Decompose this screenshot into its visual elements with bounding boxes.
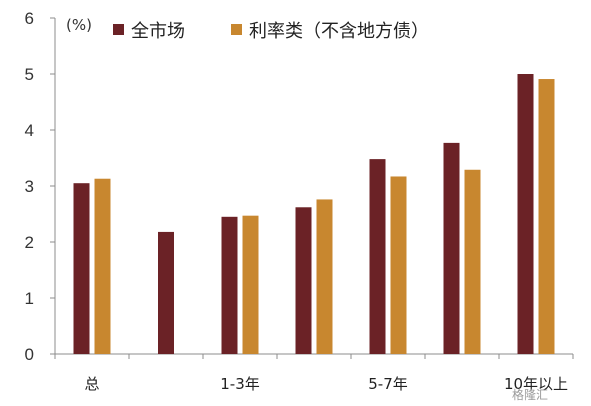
bar-all-market [158, 231, 174, 354]
bar-rate [242, 215, 259, 354]
y-tick-label: 0 [25, 345, 34, 364]
bar-all-market [517, 74, 534, 354]
bar-rate [538, 79, 555, 354]
y-tick-label: 3 [25, 177, 34, 196]
legend-label-rate: 利率类（不含地方债） [249, 21, 429, 42]
legend-swatch-rate [231, 24, 242, 35]
unit-label: (%) [66, 16, 92, 34]
bar-rate [316, 199, 333, 354]
legend: 全市场 利率类（不含地方债） [113, 21, 429, 42]
y-tick-label: 2 [25, 233, 34, 252]
bar-rate [390, 176, 407, 354]
legend-swatch-all-market [113, 24, 124, 35]
x-tick-label: 1-3年 [220, 375, 260, 393]
legend-label-all-market: 全市场 [131, 21, 185, 42]
x-tick-label: 总 [84, 375, 99, 393]
y-tick-label: 6 [25, 9, 34, 28]
bar-all-market [369, 159, 386, 354]
bar-all-market [443, 142, 460, 354]
bar-all-market [221, 216, 238, 354]
bar-all-market [73, 183, 90, 354]
x-tick-label: 5-7年 [368, 375, 408, 393]
x-axis: 总 1-3年 5-7年 10年以上 [54, 353, 574, 393]
bars [73, 74, 555, 354]
watermark: 格隆汇 [512, 387, 548, 402]
bar-rate [94, 178, 111, 354]
y-axis: 0 1 2 3 4 5 6 [25, 9, 56, 364]
bar-all-market [295, 207, 312, 354]
x-tick-label: 10年以上 [504, 375, 568, 393]
bar-rate [464, 169, 481, 354]
y-tick-label: 1 [25, 289, 34, 308]
y-tick-label: 4 [25, 121, 34, 140]
y-tick-label: 5 [25, 65, 34, 84]
